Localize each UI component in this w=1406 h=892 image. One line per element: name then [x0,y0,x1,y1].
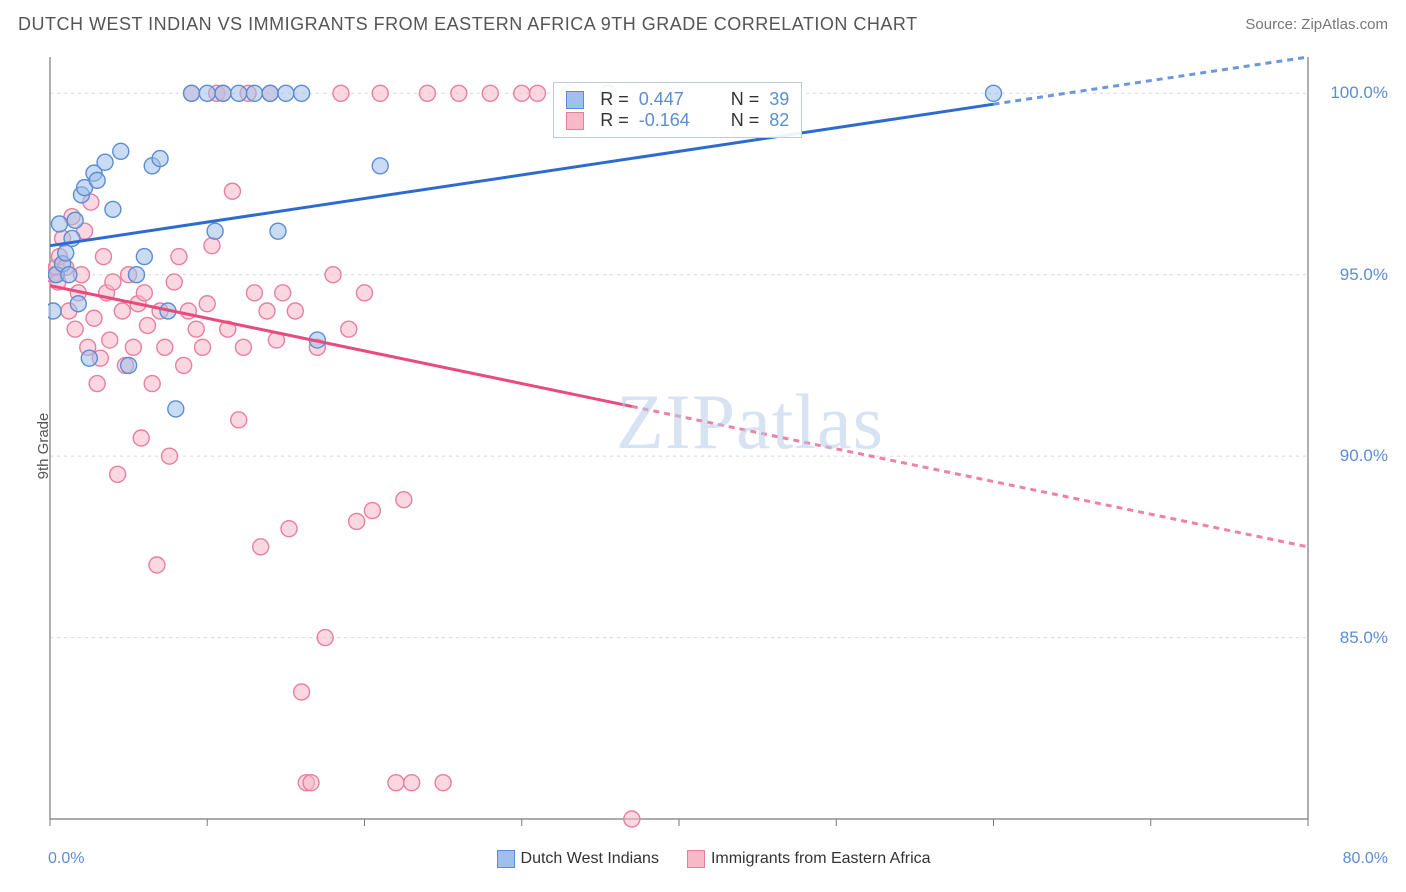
correlation-stats-box: R = 0.447 N = 39R = -0.164 N = 82 [553,82,802,138]
stats-row: R = 0.447 N = 39 [566,89,789,110]
y-tick-label: 100.0% [1330,83,1388,103]
x-tick-min: 0.0% [48,850,84,868]
series-swatch [566,112,584,130]
legend-item: Immigrants from Eastern Africa [687,850,931,868]
legend-label: Dutch West Indians [521,850,659,867]
source-prefix: Source: [1245,16,1301,33]
n-value: 39 [769,89,789,110]
n-label: N = [731,110,760,131]
series-legend: Dutch West Indians Immigrants from Easter… [497,850,931,868]
legend-swatch [497,850,515,868]
y-tick-label: 85.0% [1340,628,1388,648]
r-value: 0.447 [639,89,701,110]
chart-title: DUTCH WEST INDIAN VS IMMIGRANTS FROM EAS… [18,14,918,35]
plot-area: ZIPatlas R = 0.447 N = 39R = -0.164 N = … [48,55,1388,837]
scatter-plot-svg [48,55,1388,837]
source-link[interactable]: ZipAtlas.com [1301,16,1388,33]
x-axis-and-legend: 0.0% Dutch West Indians Immigrants from E… [48,844,1388,874]
stats-row: R = -0.164 N = 82 [566,110,789,131]
y-tick-label: 95.0% [1340,265,1388,285]
x-tick-max: 80.0% [1343,850,1388,868]
r-label: R = [600,110,629,131]
r-value: -0.164 [639,110,701,131]
legend-item: Dutch West Indians [497,850,659,868]
source-credit: Source: ZipAtlas.com [1245,16,1388,33]
y-tick-label: 90.0% [1340,446,1388,466]
legend-swatch [687,850,705,868]
n-label: N = [731,89,760,110]
legend-label: Immigrants from Eastern Africa [711,850,931,867]
n-value: 82 [769,110,789,131]
series-swatch [566,91,584,109]
r-label: R = [600,89,629,110]
